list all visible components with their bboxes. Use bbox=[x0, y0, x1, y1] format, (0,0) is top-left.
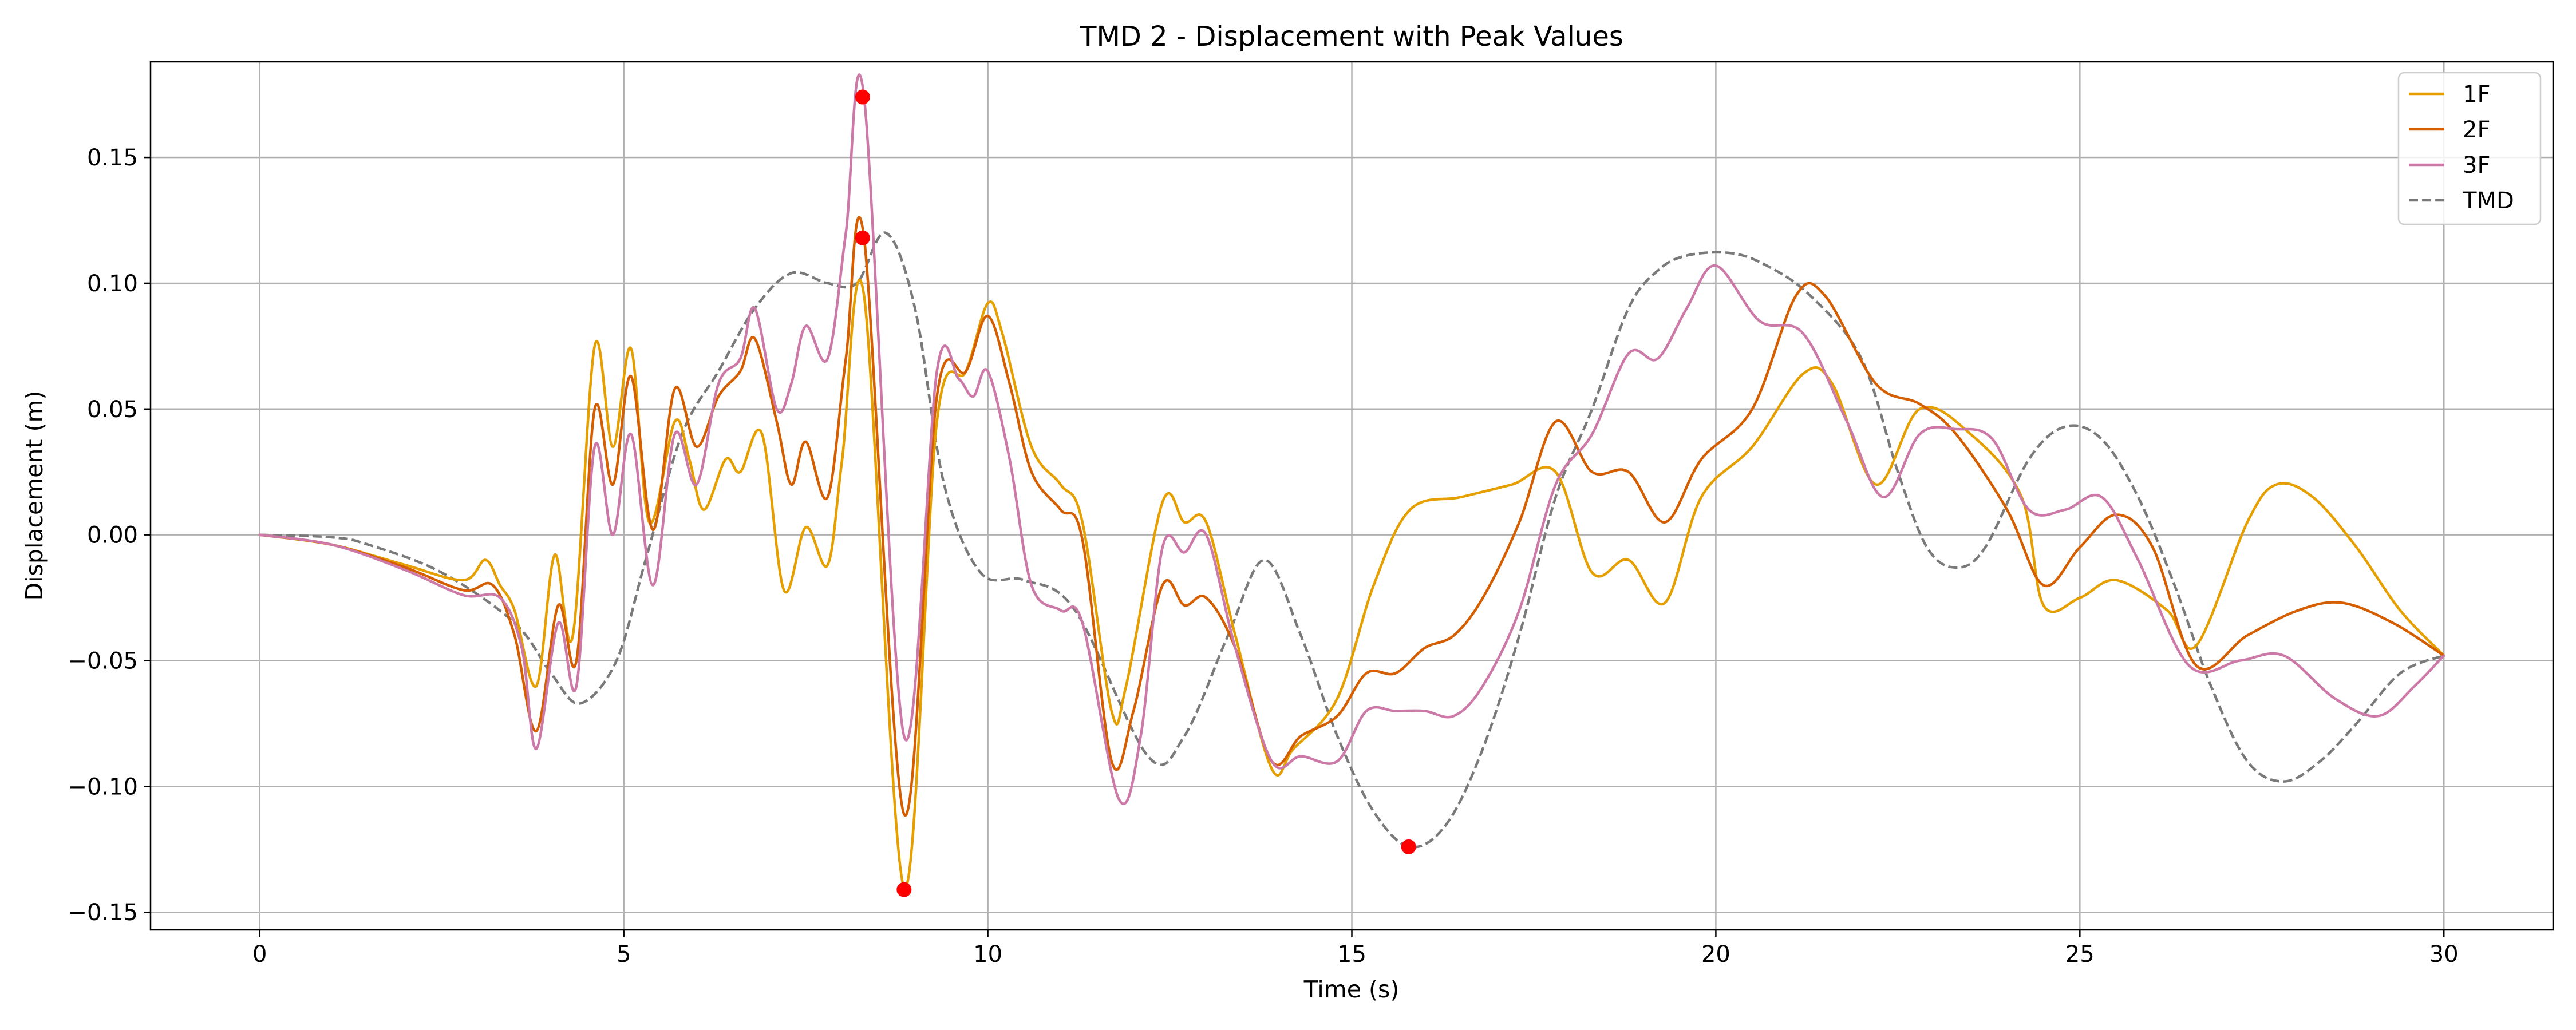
x-tick-label: 25 bbox=[2065, 941, 2095, 968]
peak-marker bbox=[855, 89, 870, 105]
peak-marker bbox=[1401, 839, 1416, 854]
peak-marker bbox=[855, 230, 870, 245]
peak-marker bbox=[896, 882, 912, 897]
x-tick-label: 5 bbox=[617, 941, 631, 968]
y-tick-label: 0.05 bbox=[87, 397, 138, 423]
legend-box bbox=[2397, 72, 2542, 225]
legend-items: 1F 2F 3F TMD bbox=[2409, 81, 2514, 214]
x-tick-label: 30 bbox=[2429, 941, 2459, 968]
series-line-2f bbox=[258, 216, 2445, 817]
legend: 1F 2F 3F TMD bbox=[2397, 72, 2542, 225]
x-tick-label: 0 bbox=[252, 941, 267, 968]
x-tick-label: 10 bbox=[973, 941, 1002, 968]
legend-label-tmd: TMD bbox=[2462, 188, 2514, 214]
series-line-3f bbox=[258, 73, 2445, 805]
plot-area bbox=[149, 61, 2554, 931]
y-tick-label: −0.05 bbox=[68, 648, 138, 675]
x-axis-label: Time (s) bbox=[1303, 976, 1400, 1003]
x-tick-label: 15 bbox=[1337, 941, 1366, 968]
y-axis-ticks: −0.15 −0.10 −0.05 0.00 0.05 0.10 0.15 bbox=[68, 145, 151, 926]
grid bbox=[151, 62, 2553, 930]
y-axis-label: Displacement (m) bbox=[21, 391, 48, 601]
y-tick-label: 0.10 bbox=[87, 271, 138, 297]
peak-markers bbox=[855, 89, 1416, 897]
y-tick-label: −0.10 bbox=[68, 774, 138, 800]
x-tick-label: 20 bbox=[1701, 941, 1730, 968]
y-tick-label: 0.00 bbox=[87, 522, 138, 549]
legend-label-1f: 1F bbox=[2463, 81, 2490, 108]
chart-title: TMD 2 - Displacement with Peak Values bbox=[1079, 21, 1623, 53]
x-axis-ticks: 0 5 10 15 20 25 30 bbox=[252, 930, 2459, 968]
series-line-1f bbox=[258, 279, 2445, 889]
y-tick-label: 0.15 bbox=[87, 145, 138, 171]
y-tick-label: −0.15 bbox=[68, 900, 138, 926]
series-layer bbox=[258, 73, 2445, 889]
legend-label-3f: 3F bbox=[2463, 152, 2490, 179]
legend-label-2f: 2F bbox=[2463, 117, 2490, 143]
